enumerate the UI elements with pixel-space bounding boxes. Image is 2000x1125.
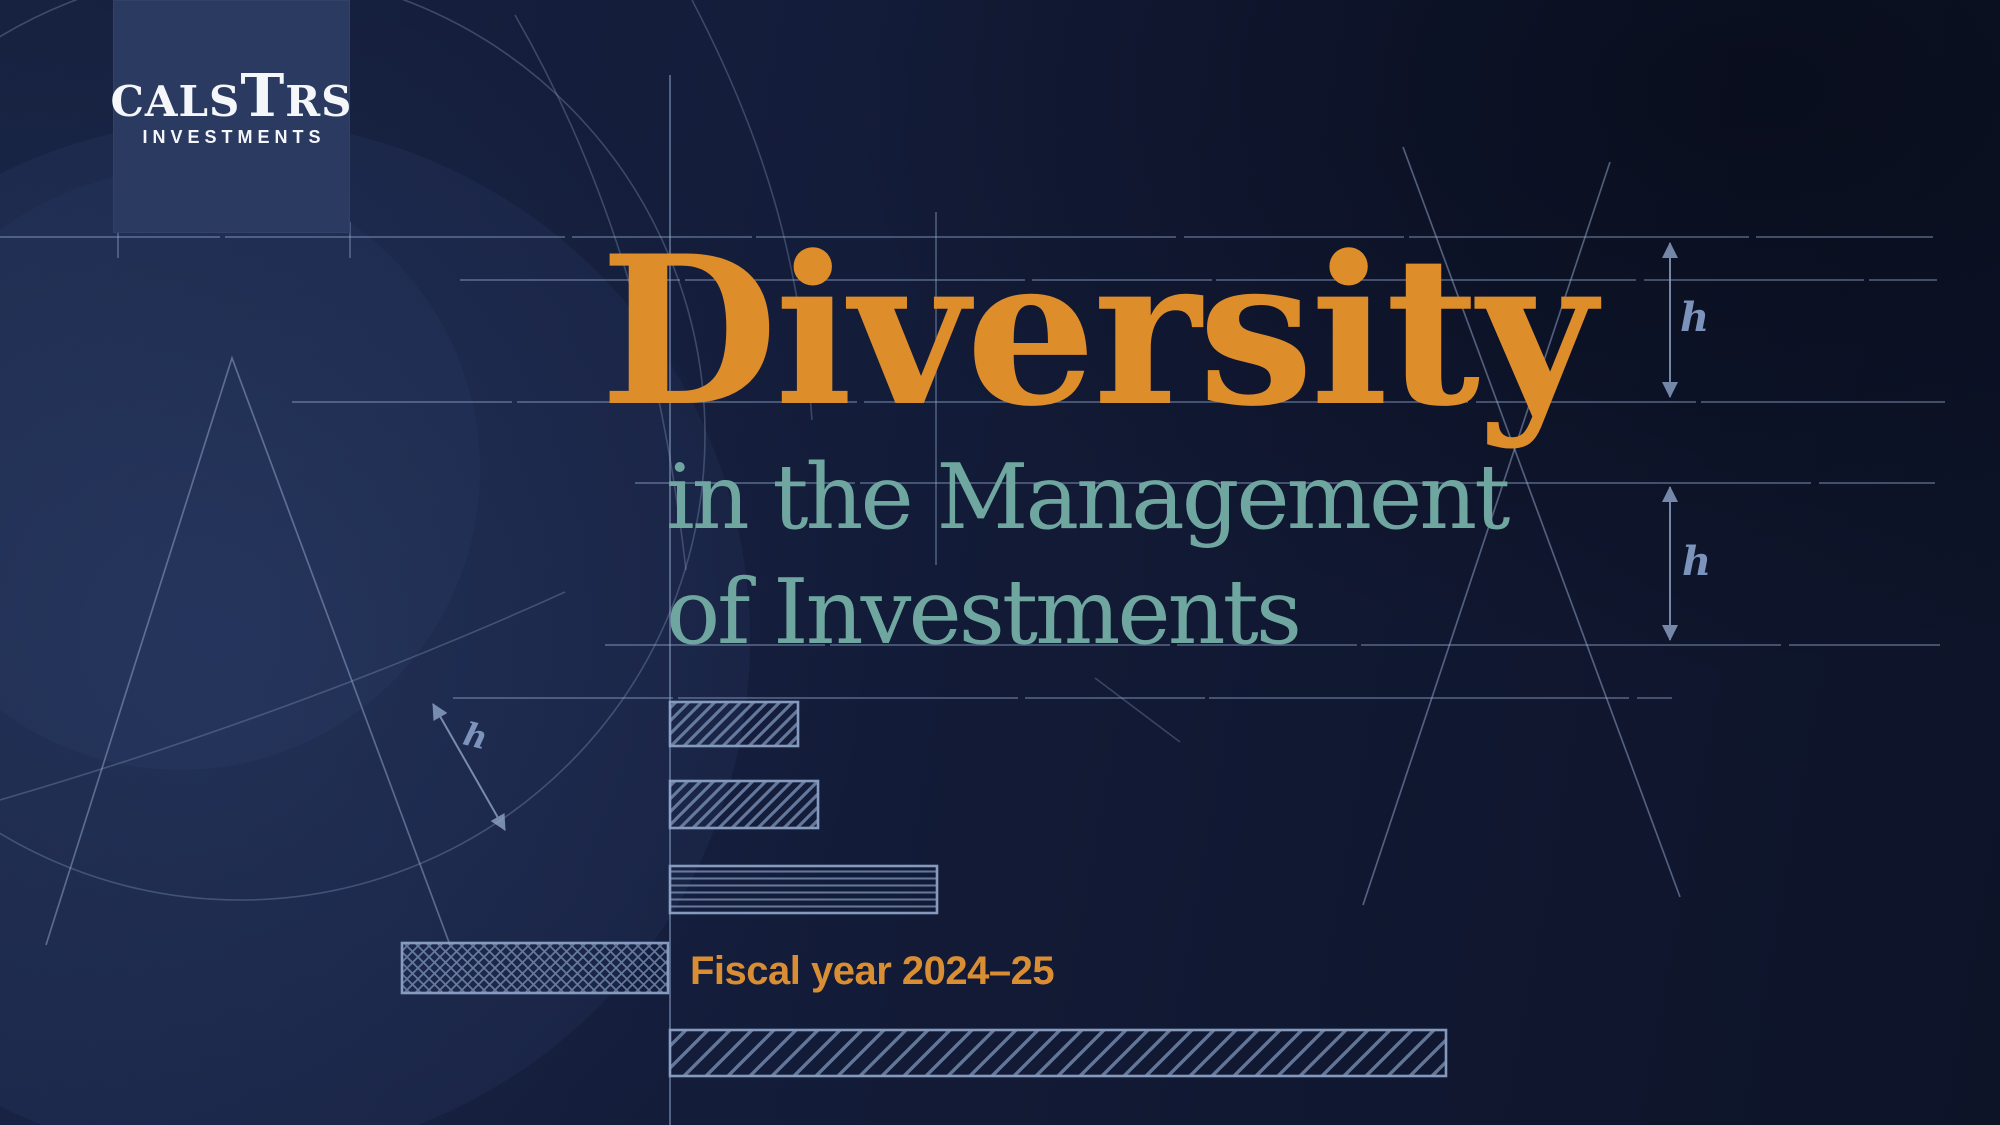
sketch-bar-5 [668, 1028, 1448, 1078]
compass-a-shape [45, 355, 451, 946]
arc-fragment [1094, 677, 1181, 743]
sketch-bar-4 [400, 941, 670, 995]
logo-wordmark: CALS T RS [110, 61, 353, 130]
fiscal-year-label: Fiscal year 2024–25 [690, 949, 1055, 993]
page-subtitle: in the Management of Investments [666, 441, 1510, 671]
dimension-arrow-left [432, 703, 506, 831]
calstrs-logo: CALS T RS INVESTMENTS [110, 0, 353, 233]
horizontal-guide-lines [0, 236, 1945, 699]
logo-division: INVESTMENTS [142, 127, 326, 147]
inner-arc [0, 591, 566, 801]
dimension-arrows [432, 242, 1678, 831]
sketch-bar-1 [668, 700, 800, 748]
sketch-bars [400, 700, 1448, 1078]
logo-text-rs: RS [285, 77, 353, 126]
subtitle-line-1: in the Management [666, 445, 1510, 550]
vertical-guide-lines [117, 75, 937, 1125]
subtitle-line-2: of Investments [666, 559, 1302, 665]
page-title: Diversity [600, 212, 1596, 452]
construction-diagonals [1362, 146, 1681, 906]
dim-label-bottom-right: h [1682, 538, 1712, 585]
background-glow [0, 120, 750, 1125]
top-arc-2 [691, 0, 813, 421]
logo-text-t: T [240, 61, 286, 130]
sketch-bar-2 [668, 779, 820, 830]
dim-label-top-right: h [1680, 294, 1710, 341]
logo-text-cals: CALS [110, 77, 241, 126]
compass-circle [0, 0, 706, 901]
sketch-bar-3 [668, 864, 939, 915]
